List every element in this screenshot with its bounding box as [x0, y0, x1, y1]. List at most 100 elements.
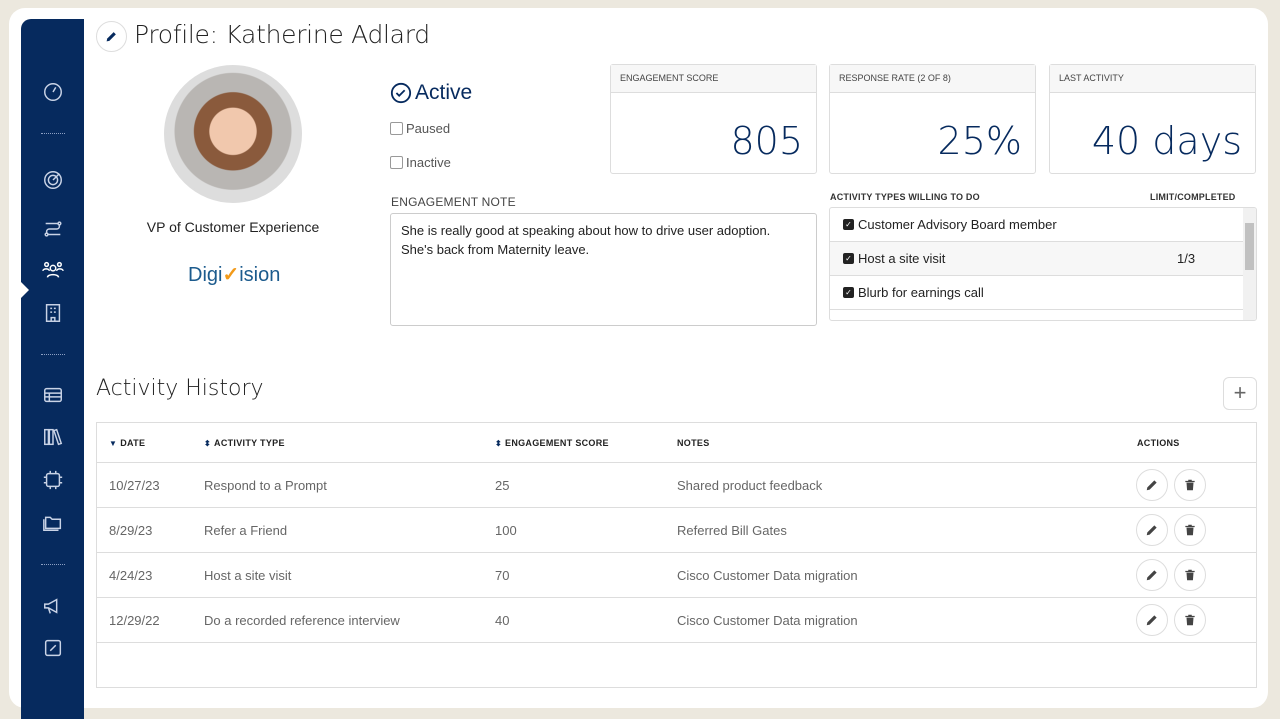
- building-icon[interactable]: [40, 300, 66, 326]
- activity-type-item[interactable]: ✓ Customer Advisory Board member: [830, 208, 1256, 242]
- activity-type-item[interactable]: ✓ Blurb for earnings call: [830, 276, 1256, 310]
- sidebar-divider: [41, 354, 65, 355]
- table-header: ▼ DATE ⬍ ACTIVITY TYPE ⬍ ENGAGEMENT SCORE N…: [97, 423, 1256, 463]
- page-title: Profile: Katherine Adlard: [134, 20, 430, 49]
- cell-activity-type: Host a site visit: [204, 567, 292, 583]
- table-row: 12/29/22 Do a recorded reference intervi…: [97, 598, 1256, 643]
- stat-value: 805: [730, 119, 803, 163]
- sidebar-divider: [41, 564, 65, 565]
- target-icon[interactable]: [40, 167, 66, 193]
- stat-engagement-score: ENGAGEMENT SCORE 805: [610, 64, 817, 174]
- activity-type-item-partial[interactable]: ✓: [830, 310, 1256, 320]
- col-date[interactable]: ▼ DATE: [109, 437, 146, 448]
- checkbox: [390, 156, 403, 169]
- status-active-label: Active: [415, 81, 473, 104]
- trash-icon: [1185, 479, 1195, 491]
- table-row: 10/27/23 Respond to a Prompt 25 Shared p…: [97, 463, 1256, 508]
- stat-last-activity: LAST ACTIVITY 40 days: [1049, 64, 1256, 174]
- paused-label: Paused: [406, 121, 451, 136]
- inactive-label: Inactive: [406, 155, 451, 170]
- status-active[interactable]: Active: [390, 81, 472, 105]
- trash-icon: [1185, 569, 1195, 581]
- pencil-icon: [1146, 615, 1157, 626]
- table-row: 4/24/23 Host a site visit 70 Cisco Custo…: [97, 553, 1256, 598]
- sidebar-divider: [41, 133, 65, 134]
- delete-row-button[interactable]: [1174, 469, 1206, 501]
- stat-value: 25%: [937, 119, 1022, 163]
- engagement-note-input[interactable]: [390, 213, 817, 326]
- cell-activity-type: Respond to a Prompt: [204, 477, 327, 493]
- row-actions: [1136, 514, 1206, 546]
- activity-type-item[interactable]: ✓ Host a site visit 1/3: [830, 242, 1256, 276]
- row-actions: [1136, 559, 1206, 591]
- pencil-icon: [1146, 570, 1157, 581]
- sidebar: [21, 19, 84, 719]
- col-actions: ACTIONS: [1137, 437, 1180, 448]
- table-icon[interactable]: [40, 382, 66, 408]
- activity-type-name: Blurb for earnings call: [858, 285, 984, 300]
- table-row: 8/29/23 Refer a Friend 100 Referred Bill…: [97, 508, 1256, 553]
- cell-date: 10/27/23: [109, 477, 160, 493]
- edit-row-button[interactable]: [1136, 469, 1168, 501]
- dashboard-icon[interactable]: [40, 79, 66, 105]
- row-actions: [1136, 469, 1206, 501]
- megaphone-icon[interactable]: [40, 593, 66, 619]
- active-indicator: [21, 282, 29, 298]
- activity-history-title: Activity History: [96, 376, 264, 401]
- stat-value: 40 days: [1091, 119, 1242, 163]
- cell-activity-type: Do a recorded reference interview: [204, 612, 400, 628]
- edit-row-button[interactable]: [1136, 604, 1168, 636]
- cell-activity-type: Refer a Friend: [204, 522, 288, 538]
- status-paused-checkbox[interactable]: Paused: [390, 121, 450, 136]
- cell-score: 100: [495, 522, 517, 538]
- activity-type-name: Host a site visit: [858, 251, 946, 266]
- delete-row-button[interactable]: [1174, 559, 1206, 591]
- scrollbar-thumb[interactable]: [1245, 223, 1254, 270]
- limit-completed-label: LIMIT/COMPLETED: [1150, 192, 1236, 202]
- activity-type-name: Customer Advisory Board member: [858, 217, 1057, 232]
- cell-score: 40: [495, 612, 510, 628]
- trash-icon: [1185, 524, 1195, 536]
- engagement-note-label: ENGAGEMENT NOTE: [391, 195, 516, 209]
- cell-notes: Shared product feedback: [677, 477, 823, 493]
- cell-date: 8/29/23: [109, 522, 153, 538]
- job-title: VP of Customer Experience: [146, 219, 320, 235]
- delete-row-button[interactable]: [1174, 604, 1206, 636]
- people-icon[interactable]: [40, 257, 66, 283]
- status-inactive-checkbox[interactable]: Inactive: [390, 155, 451, 170]
- stat-label: ENGAGEMENT SCORE: [611, 65, 816, 93]
- folder-icon[interactable]: [40, 509, 66, 535]
- library-icon[interactable]: [40, 424, 66, 450]
- col-activity-type[interactable]: ⬍ ACTIVITY TYPE: [204, 437, 285, 448]
- avatar: [164, 65, 302, 203]
- pencil-icon: [1146, 480, 1157, 491]
- checkbox-checked[interactable]: ✓: [843, 287, 854, 298]
- scrollbar[interactable]: [1243, 208, 1256, 320]
- cell-date: 4/24/23: [109, 567, 153, 583]
- cell-date: 12/29/22: [109, 612, 160, 628]
- sort-icon: ⬍: [204, 438, 212, 448]
- edit-row-button[interactable]: [1136, 559, 1168, 591]
- edit-row-button[interactable]: [1136, 514, 1168, 546]
- delete-row-button[interactable]: [1174, 514, 1206, 546]
- pencil-icon: [1146, 525, 1157, 536]
- row-actions: [1136, 604, 1206, 636]
- workflow-icon[interactable]: [40, 216, 66, 242]
- cell-score: 25: [495, 477, 510, 493]
- checkbox-checked[interactable]: ✓: [843, 219, 854, 230]
- pencil-icon: [106, 32, 116, 42]
- check-circle-icon: [390, 82, 412, 104]
- company-logo: Digi✓ision: [188, 264, 281, 286]
- col-engagement-score[interactable]: ⬍ ENGAGEMENT SCORE: [495, 437, 609, 448]
- ai-chip-icon[interactable]: [40, 467, 66, 493]
- edit-icon[interactable]: [40, 635, 66, 661]
- edit-profile-button[interactable]: [96, 21, 127, 52]
- checkbox: [390, 122, 403, 135]
- cell-notes: Cisco Customer Data migration: [677, 612, 858, 628]
- add-activity-button[interactable]: +: [1223, 377, 1257, 410]
- checkbox-checked[interactable]: ✓: [843, 253, 854, 264]
- stat-response-rate: RESPONSE RATE (2 OF 8) 25%: [829, 64, 1036, 174]
- col-notes: NOTES: [677, 437, 710, 448]
- cell-notes: Cisco Customer Data migration: [677, 567, 858, 583]
- cell-notes: Referred Bill Gates: [677, 522, 787, 538]
